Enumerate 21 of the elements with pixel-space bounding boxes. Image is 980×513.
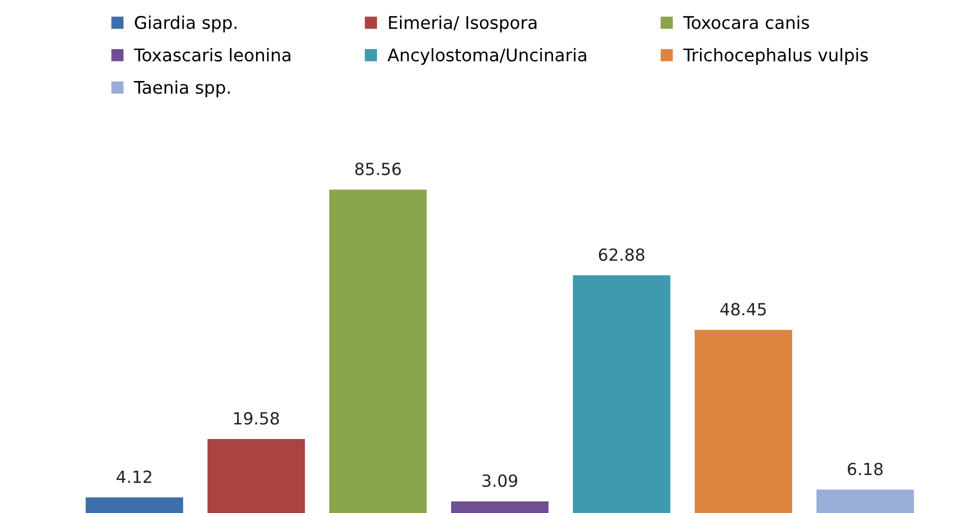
data-label: 3.09 xyxy=(482,474,518,487)
bar xyxy=(572,275,670,513)
bar xyxy=(329,190,427,513)
bar xyxy=(694,330,792,513)
legend-label: Giardia spp. xyxy=(134,16,236,32)
bar xyxy=(86,497,184,513)
legend-label: Ancylostoma/Uncinaria xyxy=(388,48,586,65)
data-label: 19.58 xyxy=(234,412,279,425)
data-label: 4.12 xyxy=(116,470,152,483)
legend-label: Toxocara canis xyxy=(683,16,809,30)
bar xyxy=(816,490,914,513)
data-label: 6.18 xyxy=(848,462,883,476)
bar xyxy=(451,501,549,513)
legend-label: Taenia spp. xyxy=(134,80,230,98)
legend-label: Trichocephalus vulpis xyxy=(683,48,868,65)
data-label: 48.45 xyxy=(720,302,766,316)
data-label: 62.88 xyxy=(598,248,644,261)
legend-label: Eimeria/ Isospora xyxy=(389,16,536,32)
data-label: 85.56 xyxy=(355,162,401,176)
bar xyxy=(207,438,305,513)
legend-label: Toxascaris leonina xyxy=(134,48,290,62)
